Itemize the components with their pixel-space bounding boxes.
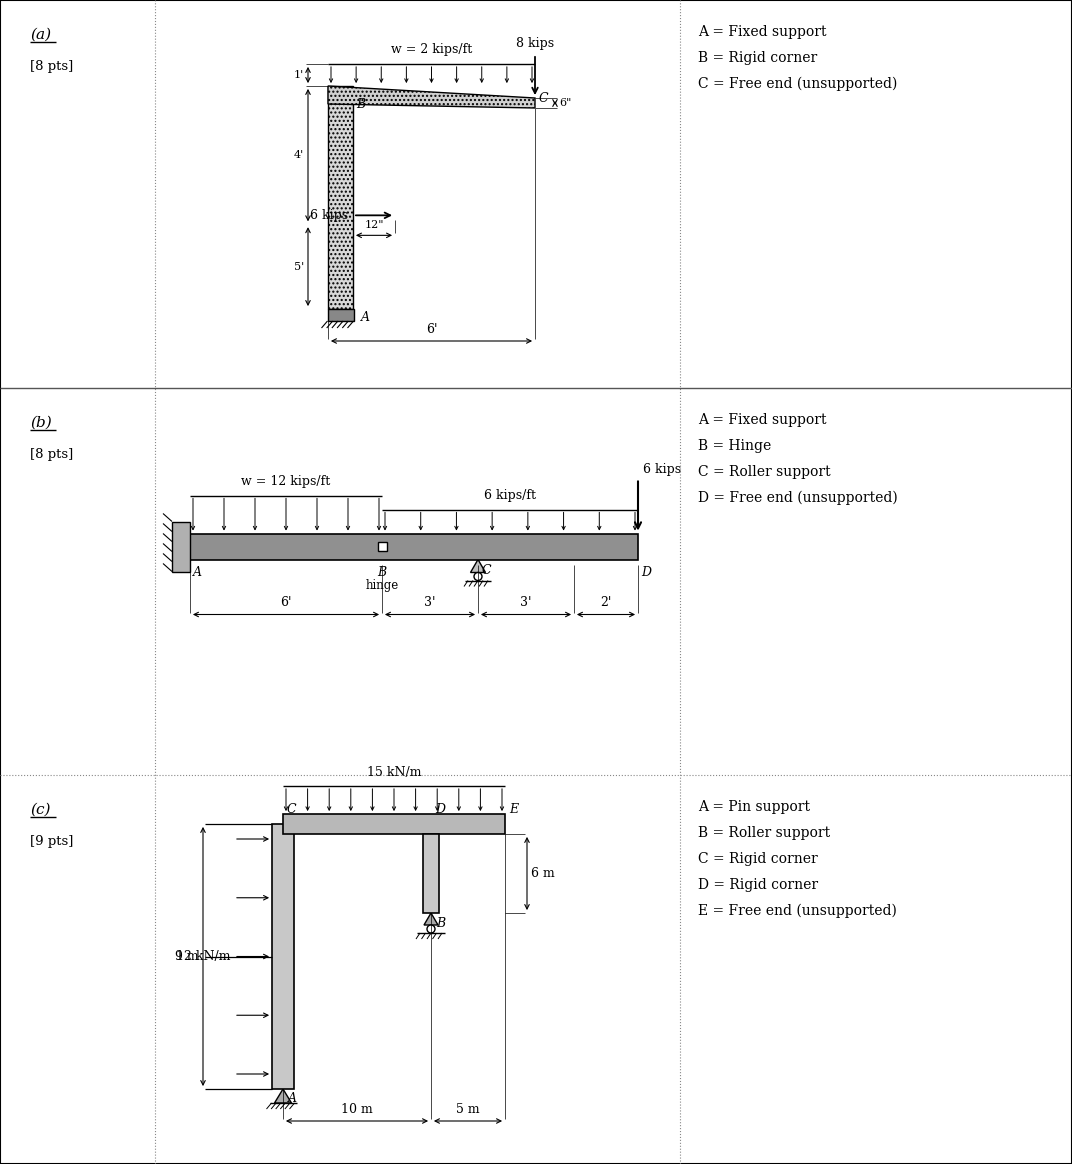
Polygon shape xyxy=(328,86,535,108)
Text: 6': 6' xyxy=(280,596,292,610)
Text: w = 2 kips/ft: w = 2 kips/ft xyxy=(391,43,472,56)
Circle shape xyxy=(474,573,482,581)
Text: A = Fixed support: A = Fixed support xyxy=(698,413,827,427)
Text: [8 pts]: [8 pts] xyxy=(30,448,73,461)
Text: (b): (b) xyxy=(30,416,51,430)
Text: 10 m: 10 m xyxy=(341,1103,373,1116)
Text: A: A xyxy=(288,1092,297,1105)
Text: B: B xyxy=(377,566,387,579)
Text: hinge: hinge xyxy=(366,579,399,591)
Text: 1': 1' xyxy=(294,70,304,80)
Bar xyxy=(328,308,354,321)
Bar xyxy=(172,521,190,572)
Text: C = Roller support: C = Roller support xyxy=(698,464,831,480)
Text: E = Free end (unsupported): E = Free end (unsupported) xyxy=(698,904,897,918)
Text: B = Hinge: B = Hinge xyxy=(698,439,771,453)
Text: B = Rigid corner: B = Rigid corner xyxy=(698,51,817,65)
Text: 6": 6" xyxy=(559,98,571,108)
Text: 5 m: 5 m xyxy=(457,1103,480,1116)
Text: C = Free end (unsupported): C = Free end (unsupported) xyxy=(698,77,897,92)
Text: 5': 5' xyxy=(294,262,304,271)
Text: 8 kips: 8 kips xyxy=(516,37,554,50)
Text: 6 m: 6 m xyxy=(531,867,554,880)
Text: 6 kips: 6 kips xyxy=(643,462,681,476)
Text: [8 pts]: [8 pts] xyxy=(30,61,73,73)
Bar xyxy=(377,542,387,551)
Text: D = Free end (unsupported): D = Free end (unsupported) xyxy=(698,491,897,505)
Text: B: B xyxy=(436,917,445,930)
Text: 12 kN/m: 12 kN/m xyxy=(176,950,230,963)
Text: 9 m: 9 m xyxy=(176,950,199,963)
Bar xyxy=(190,533,638,560)
Text: [9 pts]: [9 pts] xyxy=(30,835,73,849)
Text: (c): (c) xyxy=(30,803,50,817)
Bar xyxy=(423,833,440,913)
Text: D: D xyxy=(641,566,651,579)
Text: A = Pin support: A = Pin support xyxy=(698,800,810,814)
Text: 6 kips/ft: 6 kips/ft xyxy=(483,490,536,503)
Text: w = 12 kips/ft: w = 12 kips/ft xyxy=(241,476,330,489)
Text: 6': 6' xyxy=(426,322,437,336)
Polygon shape xyxy=(274,1090,292,1103)
Text: C: C xyxy=(287,803,297,816)
Bar xyxy=(272,824,294,1090)
Text: E: E xyxy=(509,803,518,816)
Bar xyxy=(328,86,353,308)
Text: C: C xyxy=(482,565,492,577)
Text: 4': 4' xyxy=(294,150,304,161)
Text: A: A xyxy=(193,566,202,579)
Text: D = Rigid corner: D = Rigid corner xyxy=(698,878,818,892)
Text: B: B xyxy=(356,98,366,111)
Circle shape xyxy=(427,925,435,934)
Text: 3': 3' xyxy=(425,596,435,610)
Polygon shape xyxy=(425,913,438,925)
Text: 12": 12" xyxy=(364,220,384,230)
Text: (a): (a) xyxy=(30,28,51,42)
Text: C = Rigid corner: C = Rigid corner xyxy=(698,852,818,866)
Text: A = Fixed support: A = Fixed support xyxy=(698,24,827,40)
Text: 2': 2' xyxy=(600,596,612,610)
Text: A: A xyxy=(361,311,370,324)
Text: D: D xyxy=(435,803,445,816)
Text: 6 kips: 6 kips xyxy=(310,208,348,222)
Text: 15 kN/m: 15 kN/m xyxy=(367,766,421,779)
Text: 3': 3' xyxy=(520,596,532,610)
Text: C: C xyxy=(539,92,549,105)
Polygon shape xyxy=(471,560,486,573)
Text: B = Roller support: B = Roller support xyxy=(698,826,830,840)
Bar xyxy=(283,814,505,833)
